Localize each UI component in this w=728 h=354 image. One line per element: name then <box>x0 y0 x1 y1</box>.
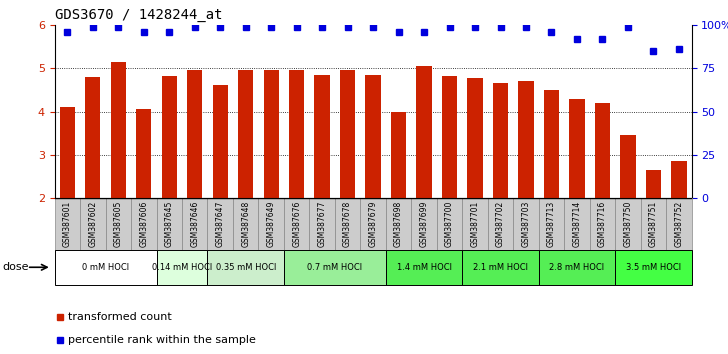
Bar <box>111 62 126 198</box>
Text: GSM387716: GSM387716 <box>598 201 607 247</box>
Bar <box>539 250 615 285</box>
Text: GSM387699: GSM387699 <box>419 201 429 247</box>
Bar <box>157 250 207 285</box>
Text: percentile rank within the sample: percentile rank within the sample <box>68 335 256 346</box>
Text: GSM387703: GSM387703 <box>521 201 531 247</box>
Bar <box>80 198 106 250</box>
Text: GSM387679: GSM387679 <box>368 201 378 247</box>
Bar <box>238 70 253 198</box>
Bar <box>85 77 100 198</box>
Text: GSM387648: GSM387648 <box>241 201 250 247</box>
Text: GSM387700: GSM387700 <box>445 201 454 247</box>
Text: GSM387678: GSM387678 <box>343 201 352 247</box>
Text: GSM387645: GSM387645 <box>165 201 174 247</box>
Bar <box>309 198 335 250</box>
Bar <box>182 198 207 250</box>
Text: GSM387677: GSM387677 <box>317 201 327 247</box>
Bar <box>233 198 258 250</box>
Bar <box>620 135 636 198</box>
Bar <box>513 198 539 250</box>
Bar <box>386 250 462 285</box>
Text: GSM387605: GSM387605 <box>114 201 123 247</box>
Bar <box>365 75 381 198</box>
Bar <box>284 250 386 285</box>
Bar <box>106 198 131 250</box>
Bar <box>284 198 309 250</box>
Text: transformed count: transformed count <box>68 312 172 322</box>
Bar <box>314 75 330 198</box>
Bar <box>131 198 157 250</box>
Bar <box>340 70 355 198</box>
Bar <box>666 198 692 250</box>
Bar <box>207 250 284 285</box>
Text: 2.8 mM HOCl: 2.8 mM HOCl <box>550 263 604 272</box>
Bar <box>136 109 151 198</box>
Text: GSM387646: GSM387646 <box>190 201 199 247</box>
Text: 0.14 mM HOCl: 0.14 mM HOCl <box>152 263 212 272</box>
Bar <box>462 250 539 285</box>
Bar <box>518 81 534 198</box>
Bar <box>539 198 564 250</box>
Text: GSM387751: GSM387751 <box>649 201 658 247</box>
Bar <box>590 198 615 250</box>
Text: GSM387601: GSM387601 <box>63 201 72 247</box>
Bar <box>207 198 233 250</box>
Bar <box>615 250 692 285</box>
Bar <box>360 198 386 250</box>
Text: GDS3670 / 1428244_at: GDS3670 / 1428244_at <box>55 8 222 22</box>
Bar <box>462 198 488 250</box>
Text: 1.4 mM HOCl: 1.4 mM HOCl <box>397 263 451 272</box>
Text: GSM387752: GSM387752 <box>674 201 684 247</box>
Bar <box>488 198 513 250</box>
Text: GSM387713: GSM387713 <box>547 201 556 247</box>
Bar <box>437 198 462 250</box>
Text: GSM387702: GSM387702 <box>496 201 505 247</box>
Text: GSM387701: GSM387701 <box>470 201 480 247</box>
Bar <box>493 83 508 198</box>
Bar <box>595 103 610 198</box>
Text: 0 mM HOCl: 0 mM HOCl <box>82 263 129 272</box>
Bar <box>187 70 202 198</box>
Bar <box>386 198 411 250</box>
Bar <box>55 250 157 285</box>
Text: 0.7 mM HOCl: 0.7 mM HOCl <box>307 263 363 272</box>
Bar <box>646 170 661 198</box>
Bar <box>671 161 687 198</box>
Bar <box>391 112 406 198</box>
Bar <box>335 198 360 250</box>
Bar <box>615 198 641 250</box>
Bar <box>442 76 457 198</box>
Text: 3.5 mM HOCl: 3.5 mM HOCl <box>626 263 681 272</box>
Bar <box>564 198 590 250</box>
Text: GSM387750: GSM387750 <box>623 201 633 247</box>
Text: GSM387606: GSM387606 <box>139 201 149 247</box>
Bar <box>416 66 432 198</box>
Bar <box>289 70 304 198</box>
Bar <box>569 98 585 198</box>
Bar <box>411 198 437 250</box>
Bar <box>213 86 228 198</box>
Bar <box>467 78 483 198</box>
Text: GSM387602: GSM387602 <box>88 201 98 247</box>
Text: dose: dose <box>2 262 28 272</box>
Text: 0.35 mM HOCl: 0.35 mM HOCl <box>215 263 276 272</box>
Text: GSM387649: GSM387649 <box>266 201 276 247</box>
Bar <box>641 198 666 250</box>
Bar <box>162 76 177 198</box>
Text: GSM387698: GSM387698 <box>394 201 403 247</box>
Text: GSM387714: GSM387714 <box>572 201 582 247</box>
Text: GSM387676: GSM387676 <box>292 201 301 247</box>
Text: GSM387647: GSM387647 <box>215 201 225 247</box>
Bar <box>258 198 284 250</box>
Text: 2.1 mM HOCl: 2.1 mM HOCl <box>473 263 528 272</box>
Bar <box>157 198 182 250</box>
Bar <box>60 107 75 198</box>
Bar <box>55 198 80 250</box>
Bar <box>264 70 279 198</box>
Bar <box>544 90 559 198</box>
